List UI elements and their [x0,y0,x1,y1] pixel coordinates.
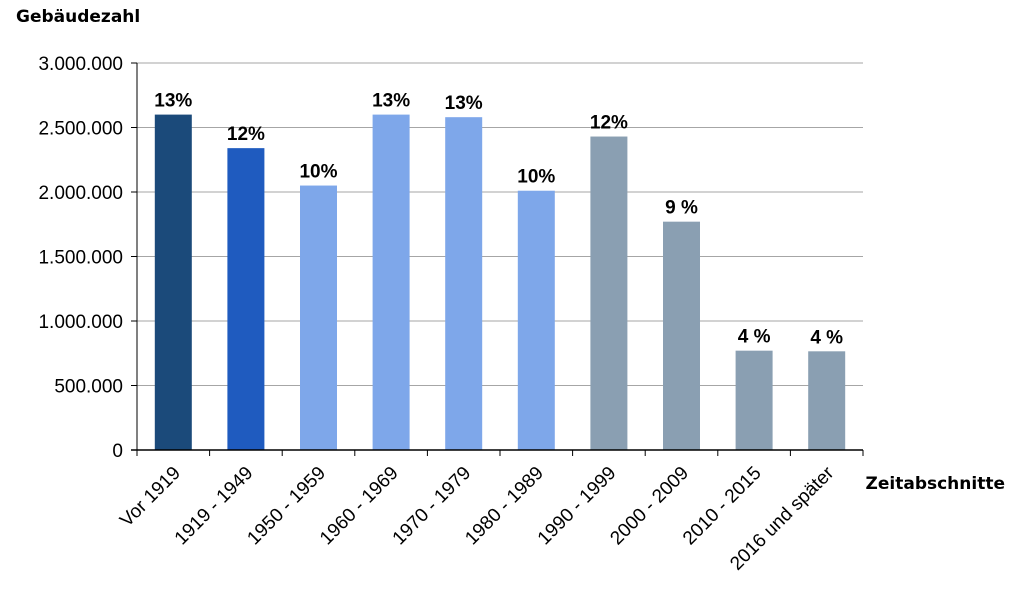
data-label: 4 % [810,327,843,348]
bar [735,350,773,450]
y-tick-label: 0 [112,441,123,462]
bar [663,221,700,450]
data-label: 9 % [665,198,698,219]
data-label: 13% [445,93,483,114]
bars [154,114,846,451]
x-tick-label: Vor 1919 [116,463,185,532]
data-label: 4 % [738,327,771,348]
x-axis-title: Zeitabschnitte [866,474,1005,494]
bar [372,114,410,450]
y-axis-title: Gebäudezahl [16,7,140,27]
y-tick-label: 500.000 [54,377,123,398]
data-label: 12% [227,124,265,145]
data-label: 10% [517,167,555,188]
y-axis-ticks: 0 500.000 1.000.000 1.500.000 2.000.000 2.500… [38,54,123,462]
bar [808,351,846,450]
axes [131,62,864,456]
y-tick-label: 2.000.000 [38,183,123,204]
bar [227,148,265,450]
bar [154,114,192,450]
bar [590,136,628,450]
data-label: 13% [154,91,192,112]
y-tick-label: 1.500.000 [38,248,123,269]
data-label: 13% [372,91,410,112]
data-label: 12% [590,113,628,134]
bar [300,185,337,451]
y-tick-label: 2.500.000 [38,119,123,140]
y-tick-label: 3.000.000 [38,54,123,75]
data-label: 10% [299,162,337,183]
bar [517,190,555,450]
data-labels: 13% 12% 10% 13% 13% 10% 12% 9 % 4 % 4 % [154,91,843,349]
bar [445,117,483,451]
y-tick-label: 1.000.000 [38,312,123,333]
